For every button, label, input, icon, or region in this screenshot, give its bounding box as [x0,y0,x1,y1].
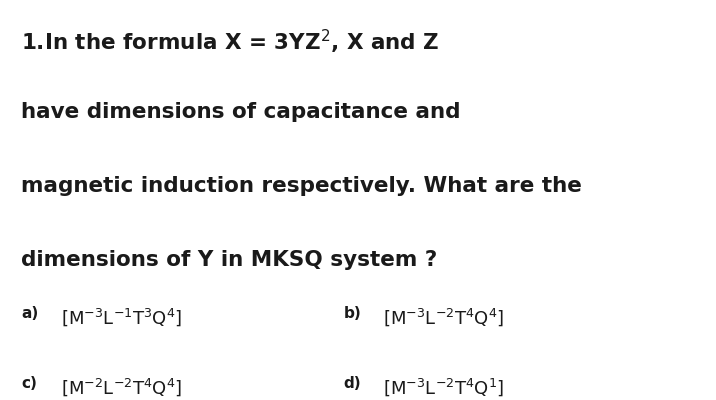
Text: magnetic induction respectively. What are the: magnetic induction respectively. What ar… [21,176,582,196]
Text: 1.In the formula X = 3YZ$^{2}$, X and Z: 1.In the formula X = 3YZ$^{2}$, X and Z [21,28,440,56]
Text: a): a) [21,306,39,321]
Text: d): d) [344,376,362,391]
Text: have dimensions of capacitance and: have dimensions of capacitance and [21,102,461,122]
Text: b): b) [344,306,362,321]
Text: c): c) [21,376,37,391]
Text: $[\mathrm{M}^{-3}\mathrm{L}^{-2}\mathrm{T}^{4}\mathrm{Q}^{4}]$: $[\mathrm{M}^{-3}\mathrm{L}^{-2}\mathrm{… [383,306,504,328]
Text: $[\mathrm{M}^{-2}\mathrm{L}^{-2}\mathrm{T}^{4}\mathrm{Q}^{4}]$: $[\mathrm{M}^{-2}\mathrm{L}^{-2}\mathrm{… [61,376,182,398]
Text: dimensions of Y in MKSQ system ?: dimensions of Y in MKSQ system ? [21,250,437,270]
Text: $[\mathrm{M}^{-3}\mathrm{L}^{-2}\mathrm{T}^{4}\mathrm{Q}^{1}]$: $[\mathrm{M}^{-3}\mathrm{L}^{-2}\mathrm{… [383,376,504,398]
Text: $[\mathrm{M}^{-3}\mathrm{L}^{-1}\mathrm{T}^{3}\mathrm{Q}^{4}]$: $[\mathrm{M}^{-3}\mathrm{L}^{-1}\mathrm{… [61,306,182,328]
